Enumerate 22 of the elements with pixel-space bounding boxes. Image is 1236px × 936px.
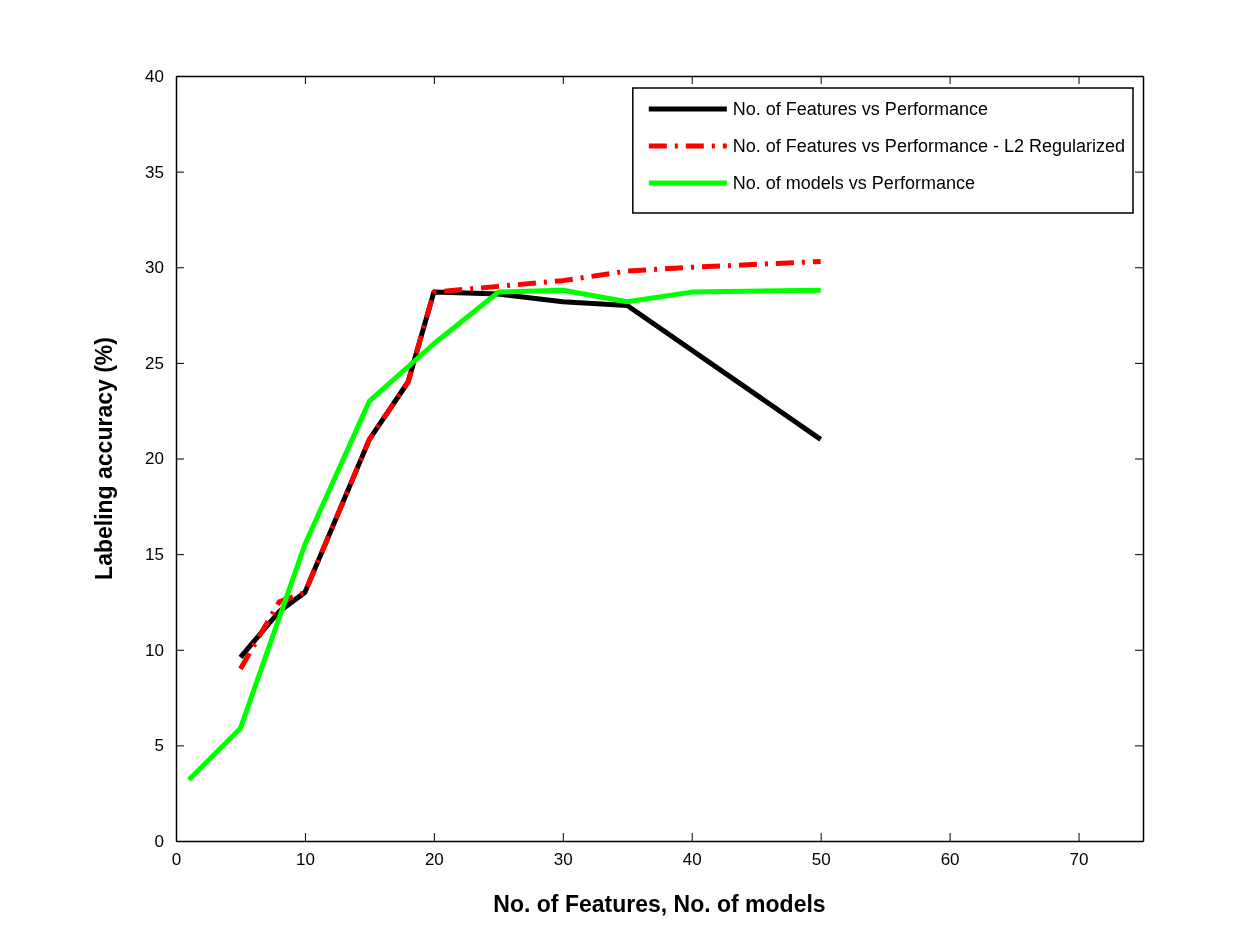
y-tick-label: 40 [145,66,164,86]
legend-label: No. of Features vs Performance - L2 Regularized [732,136,1125,156]
x-tick-label: 0 [171,850,182,870]
y-tick-label: 25 [145,353,164,373]
y-tick-label: 30 [145,258,164,278]
legend-label: No. of Features vs Performance [732,99,988,119]
y-tick-label: 15 [145,545,164,565]
x-tick-label: 10 [295,850,315,870]
x-tick-label: 70 [1069,850,1089,870]
y-axis-title: Labeling accuracy (%) [91,337,117,580]
x-axis-title: No. of Features, No. of models [493,891,826,917]
y-tick-label: 10 [145,640,164,660]
x-tick-label: 40 [682,850,702,870]
y-tick-label: 0 [154,831,164,851]
x-tick-label: 30 [553,850,573,870]
y-tick-label: 5 [154,736,164,756]
legend-label: No. of models vs Performance [732,173,975,193]
x-tick-label: 60 [940,850,960,870]
y-tick-label: 35 [145,162,164,182]
y-tick-label: 20 [145,449,164,469]
x-tick-label: 50 [811,850,831,870]
x-tick-label: 20 [424,850,444,870]
